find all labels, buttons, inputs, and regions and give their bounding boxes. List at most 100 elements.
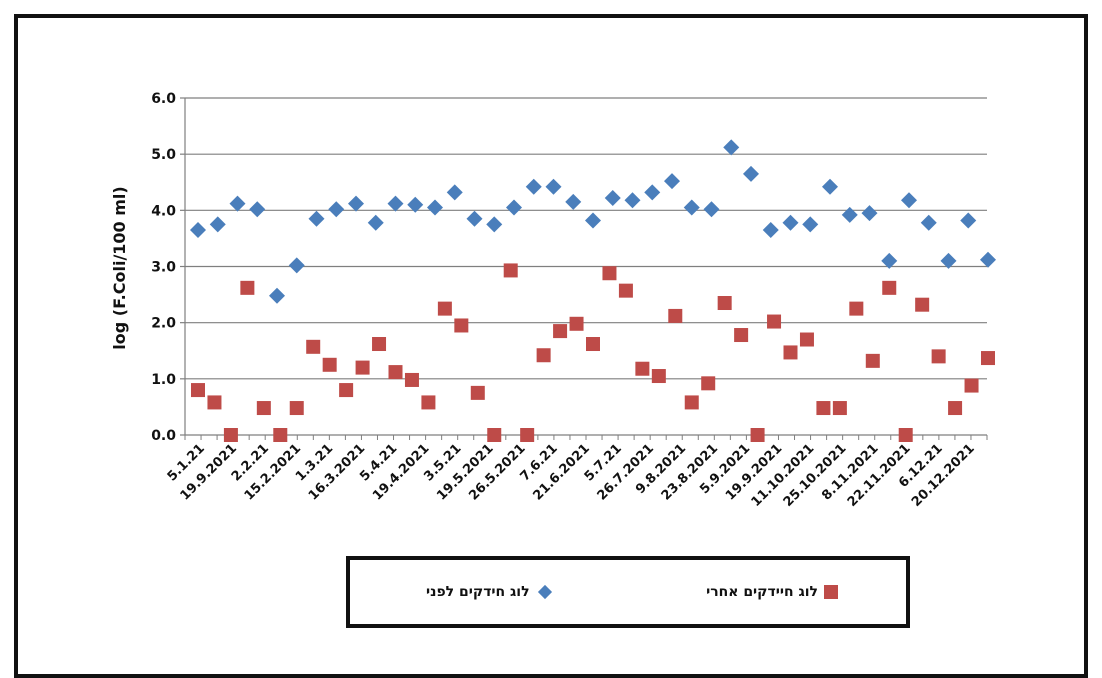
data-point-before xyxy=(782,214,799,231)
legend-entry-before: לוג חידקים לפני xyxy=(426,584,554,600)
data-point-after xyxy=(799,332,814,347)
data-point-before xyxy=(703,201,720,218)
data-point-after xyxy=(553,324,568,339)
data-point-after xyxy=(717,296,732,311)
data-point-before xyxy=(624,192,641,209)
data-point-after xyxy=(520,428,535,442)
data-point-before xyxy=(822,178,838,195)
data-point-after xyxy=(339,383,354,398)
data-point-after xyxy=(816,401,831,416)
data-point-before xyxy=(841,206,858,223)
data-point-after xyxy=(503,263,518,278)
data-point-before xyxy=(565,193,582,210)
data-point-after xyxy=(849,301,864,316)
data-point-after xyxy=(207,395,222,410)
data-point-before xyxy=(466,210,483,227)
y-tick-label: 5.0 xyxy=(151,147,176,163)
data-point-before xyxy=(585,212,601,229)
data-point-after xyxy=(931,349,946,364)
data-point-after xyxy=(767,314,782,329)
data-point-before xyxy=(664,173,680,190)
legend-entry-after: לוג חיידקים אחרי xyxy=(706,584,838,600)
series-before xyxy=(190,139,996,304)
data-point-before xyxy=(348,195,364,212)
data-point-after xyxy=(322,357,337,372)
legend-marker-square-icon xyxy=(824,585,838,599)
data-point-after xyxy=(964,378,979,393)
data-point-after xyxy=(306,339,321,354)
data-point-after xyxy=(388,365,403,380)
data-point-before xyxy=(387,195,404,212)
data-point-before xyxy=(288,257,305,274)
legend-marker-diamond-icon xyxy=(537,584,552,600)
data-point-before xyxy=(525,178,542,195)
data-point-after xyxy=(948,401,963,416)
y-tick-label: 2.0 xyxy=(151,316,176,332)
data-point-before xyxy=(980,251,996,268)
series-after xyxy=(191,263,995,442)
y-tick-label: 3.0 xyxy=(151,260,176,276)
y-tick-label: 0.0 xyxy=(151,428,176,444)
data-point-after xyxy=(437,301,452,316)
data-point-after xyxy=(223,428,238,442)
data-point-before xyxy=(407,196,424,213)
data-point-after xyxy=(915,297,930,312)
data-point-before xyxy=(901,192,917,209)
data-point-before xyxy=(940,252,957,269)
data-point-after xyxy=(421,395,436,410)
data-point-after xyxy=(898,428,913,442)
data-point-before xyxy=(308,210,325,227)
data-point-after xyxy=(750,428,765,442)
data-point-before xyxy=(683,199,700,216)
data-point-before xyxy=(802,216,819,233)
data-point-before xyxy=(743,165,759,182)
data-point-before xyxy=(723,139,740,156)
data-point-before xyxy=(506,199,522,216)
data-point-after xyxy=(586,337,600,352)
data-point-before xyxy=(446,184,463,201)
data-point-after xyxy=(865,353,880,368)
y-axis-title: log (F.Coli/100 ml) xyxy=(110,186,129,349)
data-point-after xyxy=(783,345,798,360)
legend-label-after: לוג חיידקים אחרי xyxy=(706,584,818,600)
data-point-before xyxy=(209,216,226,233)
data-point-before xyxy=(644,184,661,201)
data-point-before xyxy=(269,287,285,304)
data-point-after xyxy=(882,280,897,295)
data-point-after xyxy=(602,266,617,281)
data-point-before xyxy=(249,201,266,218)
data-point-before xyxy=(427,199,443,216)
data-point-before xyxy=(920,214,937,231)
data-point-after xyxy=(981,351,995,366)
data-point-before xyxy=(190,221,206,238)
data-point-after xyxy=(536,348,551,363)
legend-label-before: לוג חידקים לפני xyxy=(426,584,530,600)
data-point-after xyxy=(191,383,205,398)
data-point-after xyxy=(734,328,749,343)
data-point-after xyxy=(372,337,387,352)
data-point-after xyxy=(651,369,666,384)
grid-lines xyxy=(185,97,987,380)
data-point-after xyxy=(454,318,469,333)
data-point-after xyxy=(355,360,370,375)
data-point-before xyxy=(328,201,345,218)
data-point-before xyxy=(486,216,503,233)
y-tick-label: 1.0 xyxy=(151,372,176,388)
data-point-after xyxy=(289,401,304,416)
data-point-after xyxy=(487,428,502,442)
data-point-after xyxy=(273,428,288,442)
data-point-after xyxy=(404,372,419,387)
data-point-after xyxy=(684,395,699,410)
y-tick-label: 6.0 xyxy=(151,91,176,107)
data-point-after xyxy=(470,385,485,400)
data-point-before xyxy=(762,221,779,238)
data-point-after xyxy=(256,401,271,416)
data-point-after xyxy=(569,316,584,331)
data-point-after xyxy=(701,376,716,391)
data-point-before xyxy=(367,214,384,231)
data-point-before xyxy=(861,205,878,222)
y-tick-label: 4.0 xyxy=(151,203,176,219)
data-point-after xyxy=(240,280,255,295)
data-point-after xyxy=(668,308,683,323)
